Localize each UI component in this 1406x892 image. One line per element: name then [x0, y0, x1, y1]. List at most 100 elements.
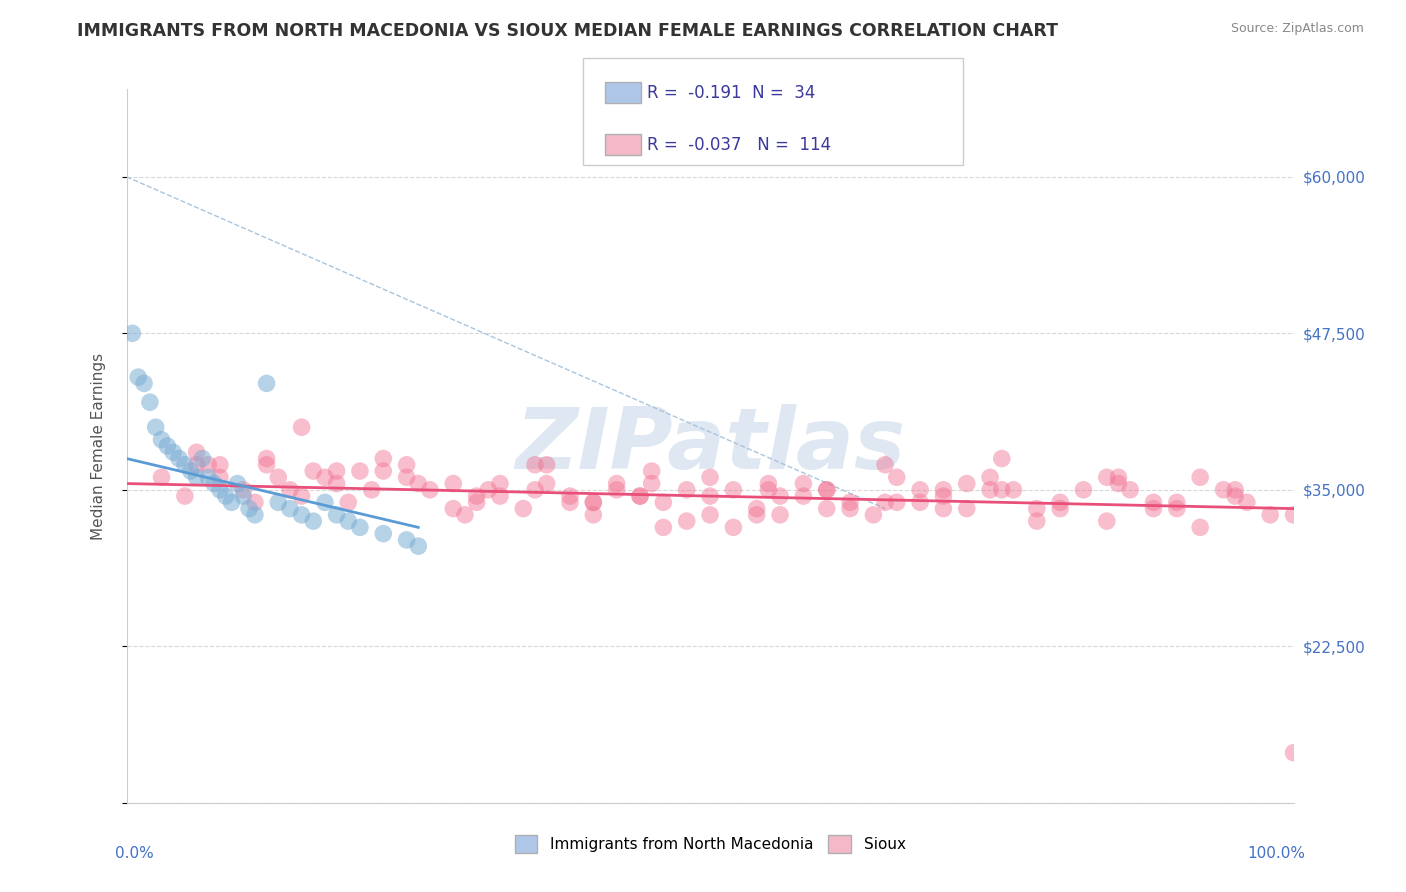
Point: [524, 483, 547, 497]
Point: [932, 501, 955, 516]
Point: [839, 501, 862, 516]
Point: [512, 501, 534, 516]
Point: [745, 501, 768, 516]
Point: [990, 483, 1012, 497]
Point: [792, 476, 814, 491]
Point: [489, 489, 512, 503]
Point: [1189, 520, 1212, 534]
Point: [675, 483, 697, 497]
Point: [723, 520, 745, 534]
Point: [132, 376, 155, 391]
Point: [675, 514, 697, 528]
Text: IMMIGRANTS FROM NORTH MACEDONIA VS SIOUX MEDIAN FEMALE EARNINGS CORRELATION CHAR: IMMIGRANTS FROM NORTH MACEDONIA VS SIOUX…: [77, 22, 1059, 40]
Point: [582, 495, 605, 509]
Point: [582, 508, 605, 522]
Point: [979, 483, 1001, 497]
Point: [582, 495, 605, 509]
Point: [278, 483, 301, 497]
Point: [208, 470, 231, 484]
Point: [1223, 483, 1247, 497]
Point: [628, 489, 651, 503]
Point: [208, 483, 231, 497]
Point: [314, 495, 336, 509]
Point: [408, 539, 430, 553]
Point: [278, 501, 301, 516]
Point: [640, 476, 664, 491]
Point: [221, 495, 243, 509]
Point: [699, 508, 721, 522]
Point: [465, 489, 488, 503]
Text: 100.0%: 100.0%: [1247, 846, 1305, 861]
Point: [454, 508, 477, 522]
Point: [606, 483, 628, 497]
Point: [325, 464, 347, 478]
Point: [395, 533, 418, 547]
Point: [640, 464, 664, 478]
Point: [908, 483, 931, 497]
Point: [1236, 495, 1258, 509]
Point: [150, 470, 173, 484]
Point: [558, 495, 581, 509]
Point: [395, 458, 418, 472]
Point: [956, 476, 979, 491]
Point: [441, 501, 464, 516]
Point: [191, 451, 214, 466]
Point: [1073, 483, 1095, 497]
Point: [1142, 501, 1164, 516]
Point: [536, 458, 558, 472]
Point: [215, 489, 238, 503]
Y-axis label: Median Female Earnings: Median Female Earnings: [91, 352, 105, 540]
Text: ZIPatlas: ZIPatlas: [515, 404, 905, 488]
Point: [886, 495, 908, 509]
Point: [1119, 483, 1142, 497]
Point: [186, 470, 208, 484]
Point: [756, 483, 779, 497]
Point: [628, 489, 651, 503]
Point: [373, 464, 395, 478]
Point: [536, 476, 558, 491]
Point: [360, 483, 382, 497]
Point: [1282, 746, 1305, 760]
Point: [839, 495, 862, 509]
Point: [325, 476, 347, 491]
Point: [290, 508, 312, 522]
Point: [1189, 470, 1212, 484]
Point: [314, 470, 336, 484]
Point: [1049, 501, 1071, 516]
Point: [1223, 489, 1247, 503]
Point: [232, 483, 254, 497]
Point: [441, 476, 464, 491]
Point: [652, 495, 675, 509]
Point: [1258, 508, 1281, 522]
Point: [145, 420, 167, 434]
Point: [477, 483, 499, 497]
Point: [325, 508, 347, 522]
Point: [875, 458, 897, 472]
Point: [186, 458, 208, 472]
Point: [139, 395, 162, 409]
Point: [1002, 483, 1025, 497]
Point: [395, 470, 418, 484]
Point: [174, 489, 197, 503]
Point: [1049, 495, 1071, 509]
Point: [524, 458, 547, 472]
Point: [208, 458, 231, 472]
Point: [862, 508, 884, 522]
Point: [875, 495, 897, 509]
Point: [256, 451, 278, 466]
Point: [243, 495, 266, 509]
Point: [699, 470, 721, 484]
Point: [243, 508, 266, 522]
Point: [1212, 483, 1234, 497]
Point: [1025, 501, 1047, 516]
Text: R =  -0.037   N =  114: R = -0.037 N = 114: [647, 136, 831, 153]
Point: [815, 501, 838, 516]
Point: [419, 483, 441, 497]
Point: [606, 476, 628, 491]
Point: [886, 470, 908, 484]
Point: [349, 464, 371, 478]
Point: [1282, 508, 1305, 522]
Point: [256, 458, 278, 472]
Point: [174, 458, 197, 472]
Point: [1025, 514, 1047, 528]
